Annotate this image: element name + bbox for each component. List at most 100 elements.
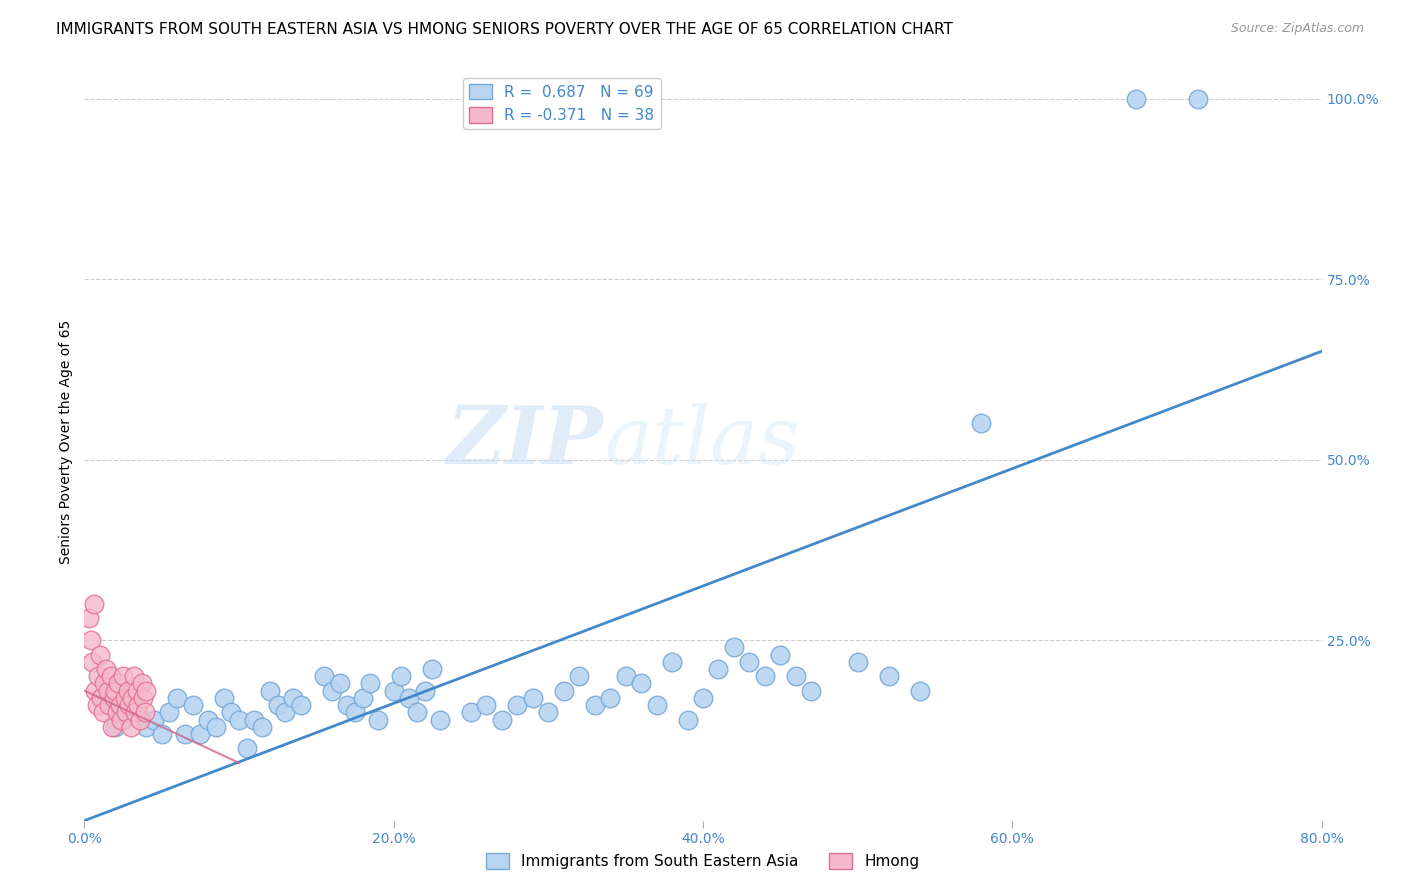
Point [127,698,149,712]
Point [235,741,259,756]
Point [343,706,366,720]
Point [382,683,405,698]
Point [79,633,101,648]
Point [114,690,136,705]
Point [243,713,266,727]
Point [87,669,110,683]
Point [112,713,135,727]
Point [553,683,575,698]
Point [676,713,699,727]
Point [212,690,235,705]
Point [522,690,544,705]
Point [800,683,823,698]
Point [181,698,204,712]
Point [174,727,197,741]
Point [413,683,436,698]
Point [692,690,714,705]
Y-axis label: Seniors Poverty Over the Age of 65: Seniors Poverty Over the Age of 65 [59,319,73,564]
Point [110,713,132,727]
Point [321,683,343,698]
Point [188,727,211,741]
Point [405,706,427,720]
Point [537,706,560,720]
Point [599,690,621,705]
Point [135,683,157,698]
Point [91,706,114,720]
Point [117,683,139,698]
Point [112,669,135,683]
Point [908,683,931,698]
Point [645,698,668,712]
Text: IMMIGRANTS FROM SOUTH EASTERN ASIA VS HMONG SENIORS POVERTY OVER THE AGE OF 65 C: IMMIGRANTS FROM SOUTH EASTERN ASIA VS HM… [56,22,953,37]
Point [250,720,273,734]
Point [129,713,152,727]
Point [491,713,513,727]
Point [259,683,281,698]
Point [118,698,141,712]
Point [312,669,335,683]
Point [661,655,683,669]
Point [103,690,125,705]
Point [422,662,444,676]
Point [134,706,156,720]
Legend: Immigrants from South Eastern Asia, Hmong: Immigrants from South Eastern Asia, Hmon… [481,847,925,875]
Point [197,713,219,727]
Point [707,662,730,676]
Point [1125,91,1147,105]
Point [132,690,155,705]
Point [398,690,420,705]
Point [98,698,121,712]
Point [104,683,127,698]
Point [460,706,482,720]
Point [328,676,352,690]
Point [754,669,776,683]
Point [267,698,290,712]
Text: atlas: atlas [605,403,800,480]
Point [82,655,104,669]
Point [84,683,107,698]
Point [281,690,305,705]
Point [115,706,138,720]
Point [429,713,451,727]
Point [274,706,297,720]
Point [769,648,792,662]
Point [125,683,148,698]
Point [785,669,807,683]
Point [93,676,115,690]
Point [583,698,606,712]
Point [101,720,124,734]
Point [475,698,498,712]
Point [506,698,529,712]
Point [120,720,142,734]
Point [90,690,112,705]
Point [970,417,993,431]
Point [846,655,869,669]
Point [336,698,359,712]
Point [94,662,117,676]
Point [360,676,382,690]
Point [83,597,105,611]
Point [723,640,745,655]
Text: Source: ZipAtlas.com: Source: ZipAtlas.com [1230,22,1364,36]
Point [150,727,173,741]
Text: ZIP: ZIP [447,403,605,480]
Point [107,676,129,690]
Point [131,676,153,690]
Point [89,648,111,662]
Point [166,690,188,705]
Point [389,669,413,683]
Point [124,706,146,720]
Point [367,713,389,727]
Point [86,698,108,712]
Point [120,698,142,712]
Point [108,698,131,712]
Point [219,706,242,720]
Point [100,669,122,683]
Point [96,683,118,698]
Point [104,720,127,734]
Point [127,706,149,720]
Point [143,713,166,727]
Point [614,669,637,683]
Point [877,669,900,683]
Point [630,676,652,690]
